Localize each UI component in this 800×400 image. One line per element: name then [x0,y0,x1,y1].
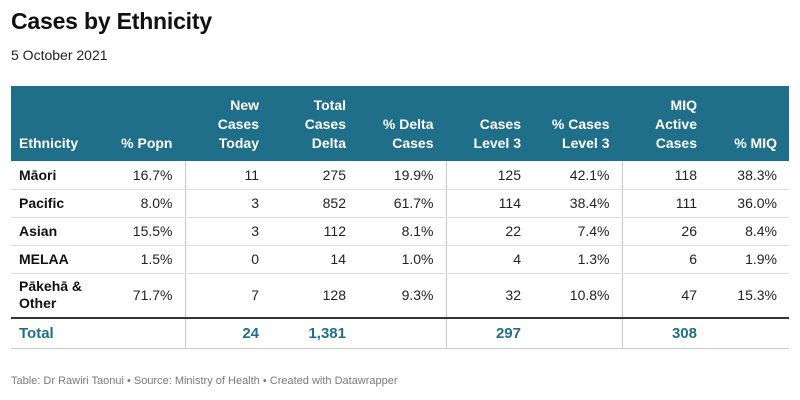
table-row: Māori 16.7% 11 275 19.9% 125 42.1% 118 3… [11,161,789,190]
column-header-new-today: New Cases Today [185,86,271,161]
cell-pct-level3: 10.8% [533,273,623,319]
total-pct-miq [709,318,789,349]
total-level3: 297 [446,318,533,349]
cell-new-today: 3 [185,217,271,246]
cell-pct-level3: 7.4% [533,217,623,246]
cell-pct-miq: 15.3% [709,273,789,319]
cell-miq-active: 47 [622,273,709,319]
table-row: Pacific 8.0% 3 852 61.7% 114 38.4% 111 3… [11,189,789,218]
cell-new-today: 7 [185,273,271,319]
table-row: Asian 15.5% 3 112 8.1% 22 7.4% 26 8.4% [11,217,789,246]
table-row: MELAA 1.5% 0 14 1.0% 4 1.3% 6 1.9% [11,245,789,274]
cell-level3: 32 [446,273,533,319]
cell-miq-active: 6 [622,245,709,274]
cell-pct-delta: 1.0% [358,245,447,274]
chart-date: 5 October 2021 [11,47,108,63]
cell-level3: 22 [446,217,533,246]
total-pct-delta [358,318,447,349]
cell-pct-miq: 8.4% [709,217,789,246]
cell-total-delta: 112 [271,217,358,246]
table-row: Pākehā & Other 71.7% 7 128 9.3% 32 10.8%… [11,273,789,319]
cell-pct-delta: 8.1% [358,217,447,246]
cell-pct-delta: 9.3% [358,273,447,319]
cell-popn: 71.7% [96,273,186,319]
cell-popn: 16.7% [96,161,186,190]
chart-title: Cases by Ethnicity [11,8,212,34]
total-popn [96,318,186,349]
source-footer: Table: Dr Rawiri Taonui • Source: Minist… [11,375,398,387]
cell-miq-active: 26 [622,217,709,246]
cell-total-delta: 852 [271,189,358,218]
cell-pct-level3: 38.4% [533,189,623,218]
cell-new-today: 3 [185,189,271,218]
header-row: Ethnicity % Popn New Cases Today Total C… [11,86,789,161]
column-header-pct-delta: % Delta Cases [358,86,447,161]
cell-ethnicity: Māori [11,161,96,190]
cell-level3: 125 [446,161,533,190]
cell-ethnicity: MELAA [11,245,96,274]
total-miq-active: 308 [622,318,709,349]
cell-pct-level3: 42.1% [533,161,623,190]
cell-popn: 8.0% [96,189,186,218]
cell-ethnicity: Pākehā & Other [11,273,96,319]
cell-pct-miq: 1.9% [709,245,789,274]
cell-miq-active: 111 [622,189,709,218]
cell-pct-delta: 61.7% [358,189,447,218]
cell-miq-active: 118 [622,161,709,190]
total-new-today: 24 [185,318,271,349]
cell-ethnicity: Pacific [11,189,96,218]
cell-pct-miq: 36.0% [709,189,789,218]
cell-popn: 1.5% [96,245,186,274]
column-header-ethnicity: Ethnicity [11,86,96,161]
column-header-total-delta: Total Cases Delta [271,86,358,161]
total-label: Total [11,318,96,349]
total-delta: 1,381 [271,318,358,349]
column-header-pct-level3: % Cases Level 3 [533,86,623,161]
cell-total-delta: 128 [271,273,358,319]
cell-pct-delta: 19.9% [358,161,447,190]
cell-pct-level3: 1.3% [533,245,623,274]
cases-table: Ethnicity % Popn New Cases Today Total C… [11,86,789,349]
total-row: Total 24 1,381 297 308 [11,318,789,349]
cell-new-today: 0 [185,245,271,274]
cell-total-delta: 275 [271,161,358,190]
column-header-miq-active: MIQ Active Cases [622,86,709,161]
column-header-level3: Cases Level 3 [446,86,533,161]
cell-pct-miq: 38.3% [709,161,789,190]
column-header-pct-miq: % MIQ [709,86,789,161]
cell-level3: 114 [446,189,533,218]
cell-level3: 4 [446,245,533,274]
cell-ethnicity: Asian [11,217,96,246]
column-header-popn: % Popn [96,86,186,161]
total-pct-level3 [533,318,623,349]
cell-total-delta: 14 [271,245,358,274]
cell-popn: 15.5% [96,217,186,246]
cell-new-today: 11 [185,161,271,190]
